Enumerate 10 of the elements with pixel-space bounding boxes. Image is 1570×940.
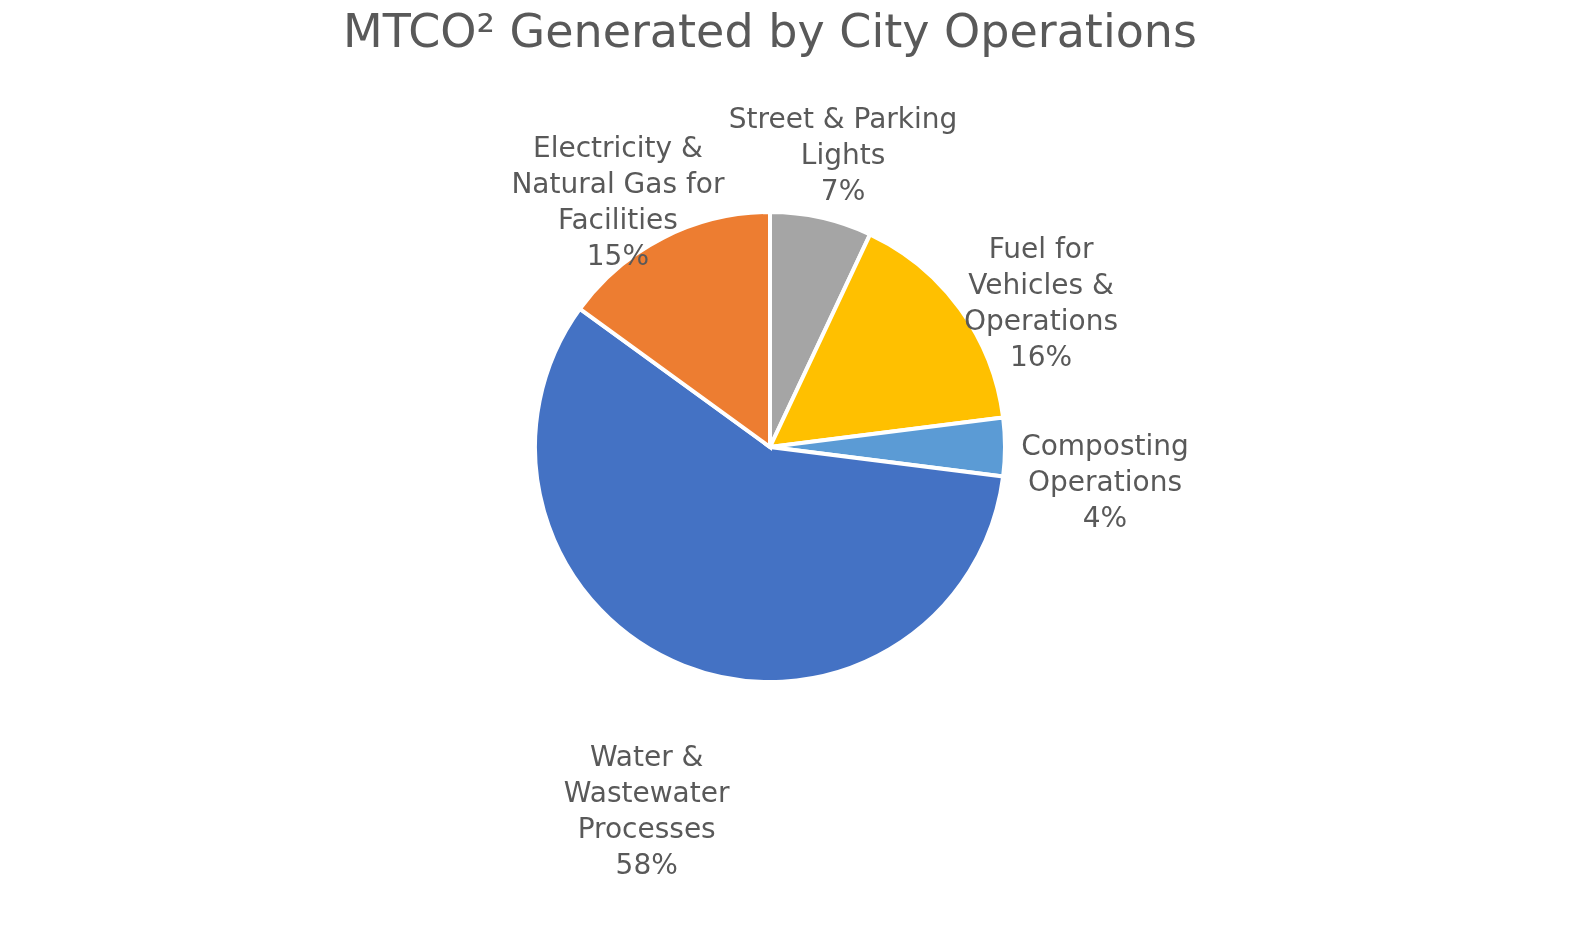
slice-label: Water & Wastewater Processes [563, 740, 730, 846]
data-label: 58% [615, 848, 678, 882]
slice-label: Composting Operations [1021, 429, 1189, 498]
data-label: 16% [1009, 340, 1073, 374]
data-label: 7% [820, 174, 866, 208]
slice-label: Electricity & Natural Gas for Facilities [511, 130, 725, 236]
data-label: 4% [1082, 501, 1128, 534]
chart-title: MTCO² Generated by City Operations [343, 4, 1197, 58]
slice-label: Fuel for Vehicles & Operations [964, 232, 1118, 338]
slice-label: Street & Parking Lights [728, 102, 958, 172]
